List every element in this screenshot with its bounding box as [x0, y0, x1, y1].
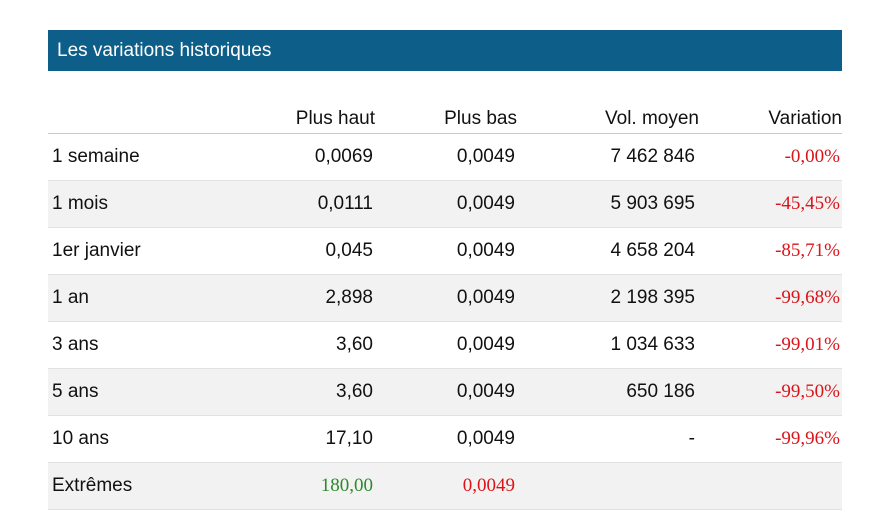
row-volume: 1 034 633 — [517, 321, 699, 369]
row-volume: 7 462 846 — [517, 133, 699, 181]
row-variation: -99,96% — [699, 415, 842, 463]
extremes-high: 180,00 — [238, 462, 375, 510]
row-variation: -99,50% — [699, 368, 842, 416]
row-high: 3,60 — [238, 321, 375, 369]
row-low: 0,0049 — [375, 133, 517, 181]
row-volume: 4 658 204 — [517, 227, 699, 275]
table-header-row: Plus haut Plus bas Vol. moyen Variation — [48, 98, 842, 134]
header-period — [48, 98, 238, 134]
row-period: 1 semaine — [48, 133, 238, 181]
table-row: 5 ans 3,60 0,0049 650 186 -99,50% — [48, 368, 842, 416]
row-variation: -85,71% — [699, 227, 842, 275]
row-volume: 2 198 395 — [517, 274, 699, 322]
row-volume: - — [517, 415, 699, 463]
row-period: 1er janvier — [48, 227, 238, 275]
extremes-variation-empty — [699, 462, 842, 510]
row-variation: -0,00% — [699, 133, 842, 181]
row-volume: 650 186 — [517, 368, 699, 416]
row-low: 0,0049 — [375, 274, 517, 322]
row-low: 0,0049 — [375, 227, 517, 275]
extremes-label: Extrêmes — [48, 462, 238, 510]
row-period: 1 mois — [48, 180, 238, 228]
row-variation: -45,45% — [699, 180, 842, 228]
table-row: 1 an 2,898 0,0049 2 198 395 -99,68% — [48, 274, 842, 322]
table-row: 1 semaine 0,0069 0,0049 7 462 846 -0,00% — [48, 133, 842, 181]
row-variation: -99,01% — [699, 321, 842, 369]
variations-table: Plus haut Plus bas Vol. moyen Variation … — [48, 98, 842, 510]
extremes-low: 0,0049 — [375, 462, 517, 510]
table-row: 10 ans 17,10 0,0049 - -99,96% — [48, 415, 842, 463]
row-period: 5 ans — [48, 368, 238, 416]
row-high: 0,0069 — [238, 133, 375, 181]
row-variation: -99,68% — [699, 274, 842, 322]
header-variation: Variation — [699, 98, 842, 134]
historical-variations-panel: Les variations historiques Plus haut Plu… — [48, 30, 842, 510]
row-period: 1 an — [48, 274, 238, 322]
row-period: 3 ans — [48, 321, 238, 369]
row-volume: 5 903 695 — [517, 180, 699, 228]
panel-title: Les variations historiques — [48, 30, 842, 71]
row-low: 0,0049 — [375, 321, 517, 369]
extremes-volume-empty — [517, 462, 699, 510]
table-row: 1 mois 0,0111 0,0049 5 903 695 -45,45% — [48, 180, 842, 228]
row-high: 0,045 — [238, 227, 375, 275]
row-high: 2,898 — [238, 274, 375, 322]
row-high: 0,0111 — [238, 180, 375, 228]
row-low: 0,0049 — [375, 415, 517, 463]
row-high: 3,60 — [238, 368, 375, 416]
table-row: 1er janvier 0,045 0,0049 4 658 204 -85,7… — [48, 227, 842, 275]
header-volume: Vol. moyen — [517, 98, 699, 134]
row-low: 0,0049 — [375, 180, 517, 228]
extremes-row: Extrêmes 180,00 0,0049 — [48, 462, 842, 510]
row-high: 17,10 — [238, 415, 375, 463]
row-period: 10 ans — [48, 415, 238, 463]
table-row: 3 ans 3,60 0,0049 1 034 633 -99,01% — [48, 321, 842, 369]
header-high: Plus haut — [238, 98, 375, 134]
row-low: 0,0049 — [375, 368, 517, 416]
header-low: Plus bas — [375, 98, 517, 134]
